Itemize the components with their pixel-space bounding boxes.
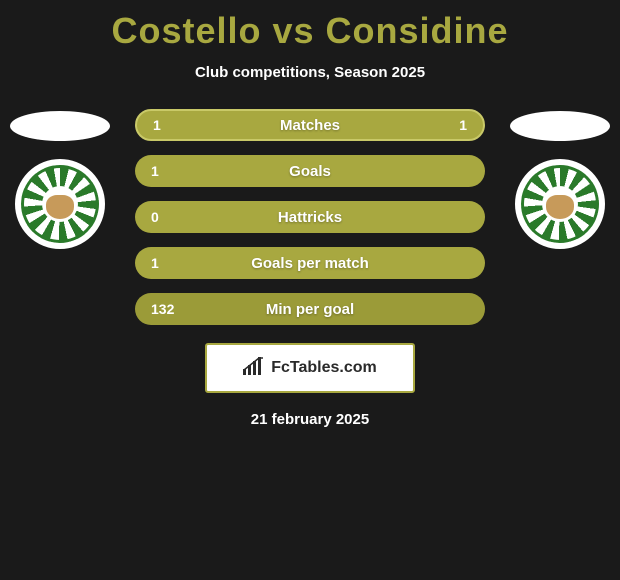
stat-row-goals: 1 Goals	[135, 155, 485, 187]
player-left-column	[0, 111, 120, 249]
stat-right-value: 1	[437, 117, 467, 133]
player-right-avatar	[510, 111, 610, 141]
stat-left-value: 1	[153, 117, 183, 133]
stat-label: Goals	[289, 163, 331, 180]
player-right-column	[500, 111, 620, 249]
page-title: Costello vs Considine	[0, 0, 620, 52]
stat-label: Matches	[280, 117, 340, 134]
player-left-avatar	[10, 111, 110, 141]
chart-icon	[243, 357, 265, 380]
footer-date: 21 february 2025	[0, 411, 620, 428]
player-left-club-badge	[15, 159, 105, 249]
stat-left-value: 0	[151, 209, 181, 225]
stat-row-goals-per-match: 1 Goals per match	[135, 247, 485, 279]
stats-list: 1 Matches 1 1 Goals 0 Hattricks 1 Goals …	[135, 101, 485, 325]
stat-row-min-per-goal: 132 Min per goal	[135, 293, 485, 325]
attribution-box: FcTables.com	[205, 343, 415, 393]
stat-label: Min per goal	[266, 301, 354, 318]
comparison-content: 1 Matches 1 1 Goals 0 Hattricks 1 Goals …	[0, 101, 620, 428]
stat-left-value: 132	[151, 301, 181, 317]
stat-label: Goals per match	[251, 255, 369, 272]
player-right-club-badge	[515, 159, 605, 249]
subtitle: Club competitions, Season 2025	[0, 64, 620, 81]
stat-left-value: 1	[151, 255, 181, 271]
stat-row-hattricks: 0 Hattricks	[135, 201, 485, 233]
attribution-text: FcTables.com	[271, 359, 377, 377]
stat-label: Hattricks	[278, 209, 342, 226]
stat-left-value: 1	[151, 163, 181, 179]
stat-row-matches: 1 Matches 1	[135, 109, 485, 141]
